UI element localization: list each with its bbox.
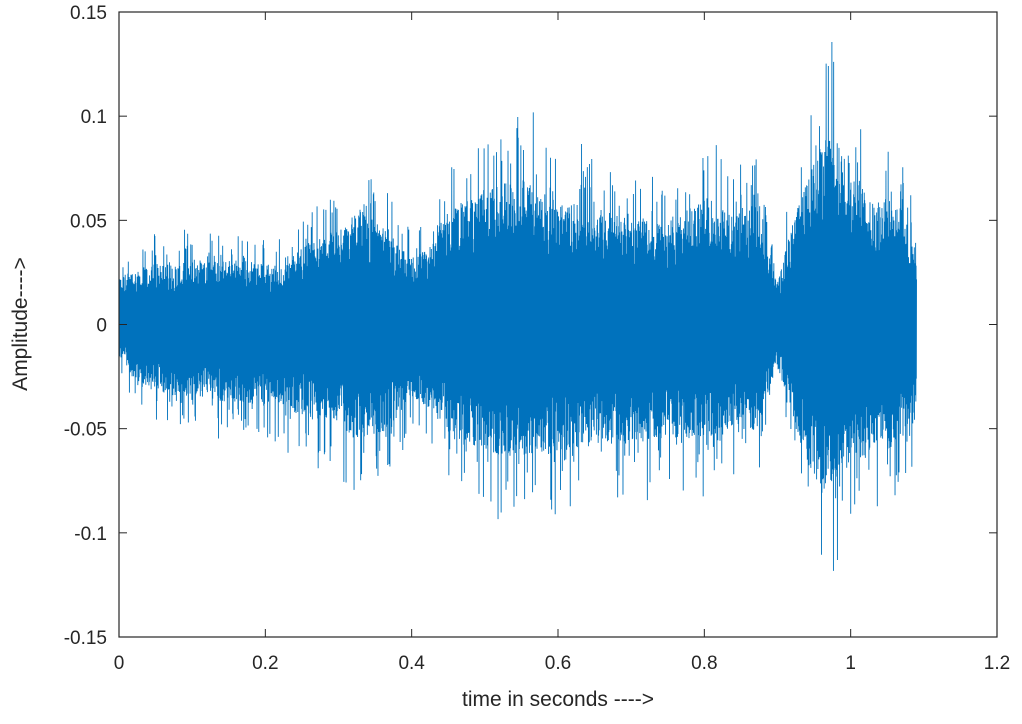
- x-tick-label: 0.2: [252, 653, 278, 674]
- signal-waveform-path: [118, 41, 917, 571]
- x-tick-label: 0.6: [545, 653, 571, 674]
- x-axis-ticks: 0 0.2 0.4 0.6 0.8 1 1.2: [114, 12, 1010, 674]
- y-tick-label: 0.05: [70, 211, 107, 232]
- y-tick-label: -0.05: [64, 420, 107, 441]
- x-tick-label: 0: [114, 653, 125, 674]
- signal-series-line: [118, 41, 917, 571]
- y-tick-label: -0.15: [64, 628, 107, 649]
- x-tick-label: 1: [845, 653, 856, 674]
- x-tick-label: 0.4: [398, 653, 425, 674]
- plot-area: [118, 11, 998, 638]
- y-tick-label: -0.1: [74, 524, 107, 545]
- x-tick-label: 0.8: [691, 653, 717, 674]
- y-tick-label: 0: [96, 316, 107, 337]
- x-tick-label: 1.2: [984, 653, 1010, 674]
- x-axis-title: time in seconds ---->: [462, 688, 654, 711]
- y-tick-label: 0.1: [81, 107, 107, 128]
- y-axis-ticks: -0.15 -0.1 -0.05 0 0.05 0.1 0.15: [64, 3, 997, 649]
- y-tick-label: 0.15: [70, 3, 107, 24]
- y-axis-title: Amplitude---->: [9, 257, 32, 391]
